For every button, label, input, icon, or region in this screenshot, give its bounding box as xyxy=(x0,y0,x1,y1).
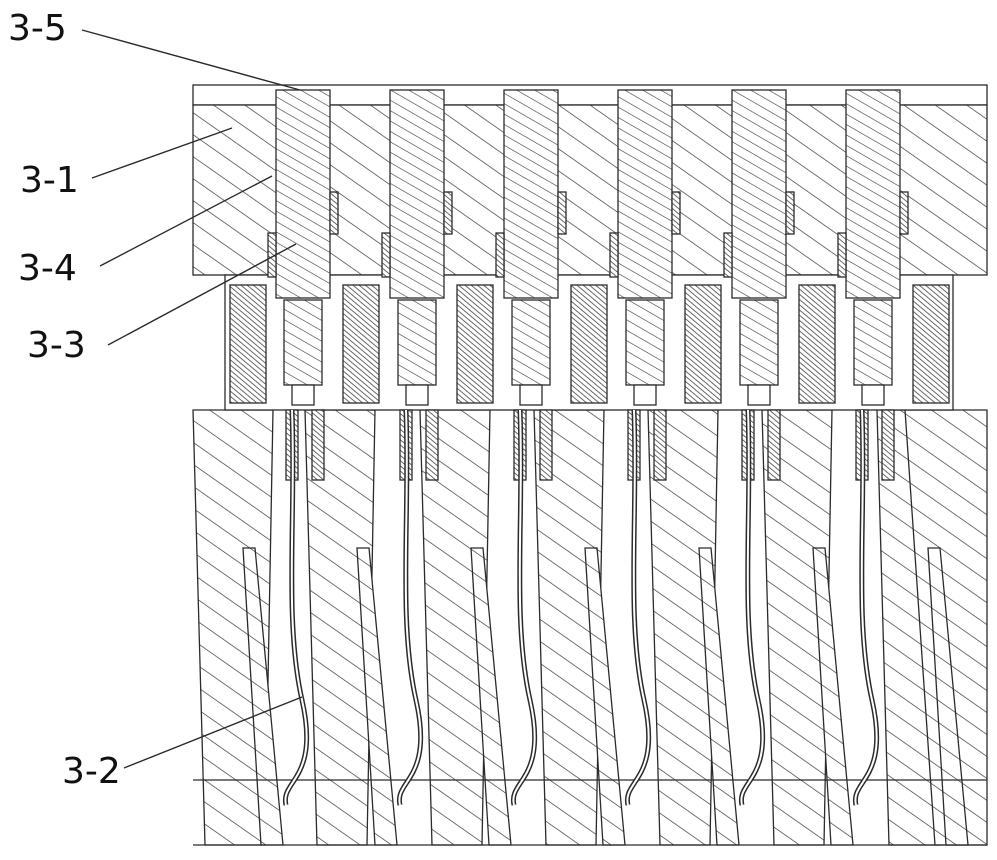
lead-conductor xyxy=(311,409,325,481)
coil-block xyxy=(456,284,494,404)
coil-block xyxy=(229,284,267,404)
side-notch xyxy=(443,191,453,235)
side-notch xyxy=(723,232,733,278)
coil-block xyxy=(912,284,950,404)
spring-body xyxy=(853,299,893,386)
wire-inner xyxy=(626,409,650,806)
side-notch xyxy=(609,232,619,278)
side-notch xyxy=(381,232,391,278)
wire-inner xyxy=(740,409,764,806)
spring-seat xyxy=(861,384,885,406)
side-notch xyxy=(557,191,567,235)
spring-seat xyxy=(291,384,315,406)
lead-conductor xyxy=(881,409,895,481)
coil-band xyxy=(224,274,954,411)
plunger xyxy=(275,89,331,299)
wire-inner xyxy=(284,409,308,806)
wire-array xyxy=(282,409,880,806)
label-3-1: 3-1 xyxy=(20,160,79,201)
pin-array xyxy=(267,89,909,481)
coil-block xyxy=(798,284,836,404)
leader-3-3 xyxy=(107,243,297,346)
lead-conductor xyxy=(539,409,553,481)
label-3-3: 3-3 xyxy=(27,325,86,366)
spring-seat xyxy=(633,384,657,406)
leader-3-1 xyxy=(91,127,233,179)
spring-body xyxy=(283,299,323,386)
leader-lines xyxy=(81,29,303,769)
spring-seat xyxy=(519,384,543,406)
plunger xyxy=(845,89,901,299)
spring-body xyxy=(511,299,551,386)
spring-body xyxy=(397,299,437,386)
lead-conductor xyxy=(425,409,439,481)
leader-3-5 xyxy=(81,29,301,91)
spring-seat xyxy=(405,384,429,406)
label-3-5: 3-5 xyxy=(8,8,67,49)
label-3-2: 3-2 xyxy=(62,751,121,792)
lead-conductor xyxy=(767,409,781,481)
spring-body xyxy=(625,299,665,386)
leader-3-4 xyxy=(99,175,273,267)
plunger xyxy=(389,89,445,299)
wire-inner xyxy=(398,409,422,806)
side-notch xyxy=(329,191,339,235)
side-notch xyxy=(785,191,795,235)
plunger xyxy=(617,89,673,299)
plunger xyxy=(503,89,559,299)
side-notch xyxy=(495,232,505,278)
coil-block xyxy=(342,284,380,404)
side-notch xyxy=(671,191,681,235)
side-notch xyxy=(899,191,909,235)
spring-body xyxy=(739,299,779,386)
label-3-4: 3-4 xyxy=(18,248,77,289)
side-notch xyxy=(837,232,847,278)
leader-3-2 xyxy=(123,696,303,769)
wire-inner xyxy=(512,409,536,806)
spring-seat xyxy=(747,384,771,406)
lead-conductor xyxy=(653,409,667,481)
coil-block xyxy=(570,284,608,404)
plunger xyxy=(731,89,787,299)
coil-block xyxy=(684,284,722,404)
wire-inner xyxy=(854,409,878,806)
